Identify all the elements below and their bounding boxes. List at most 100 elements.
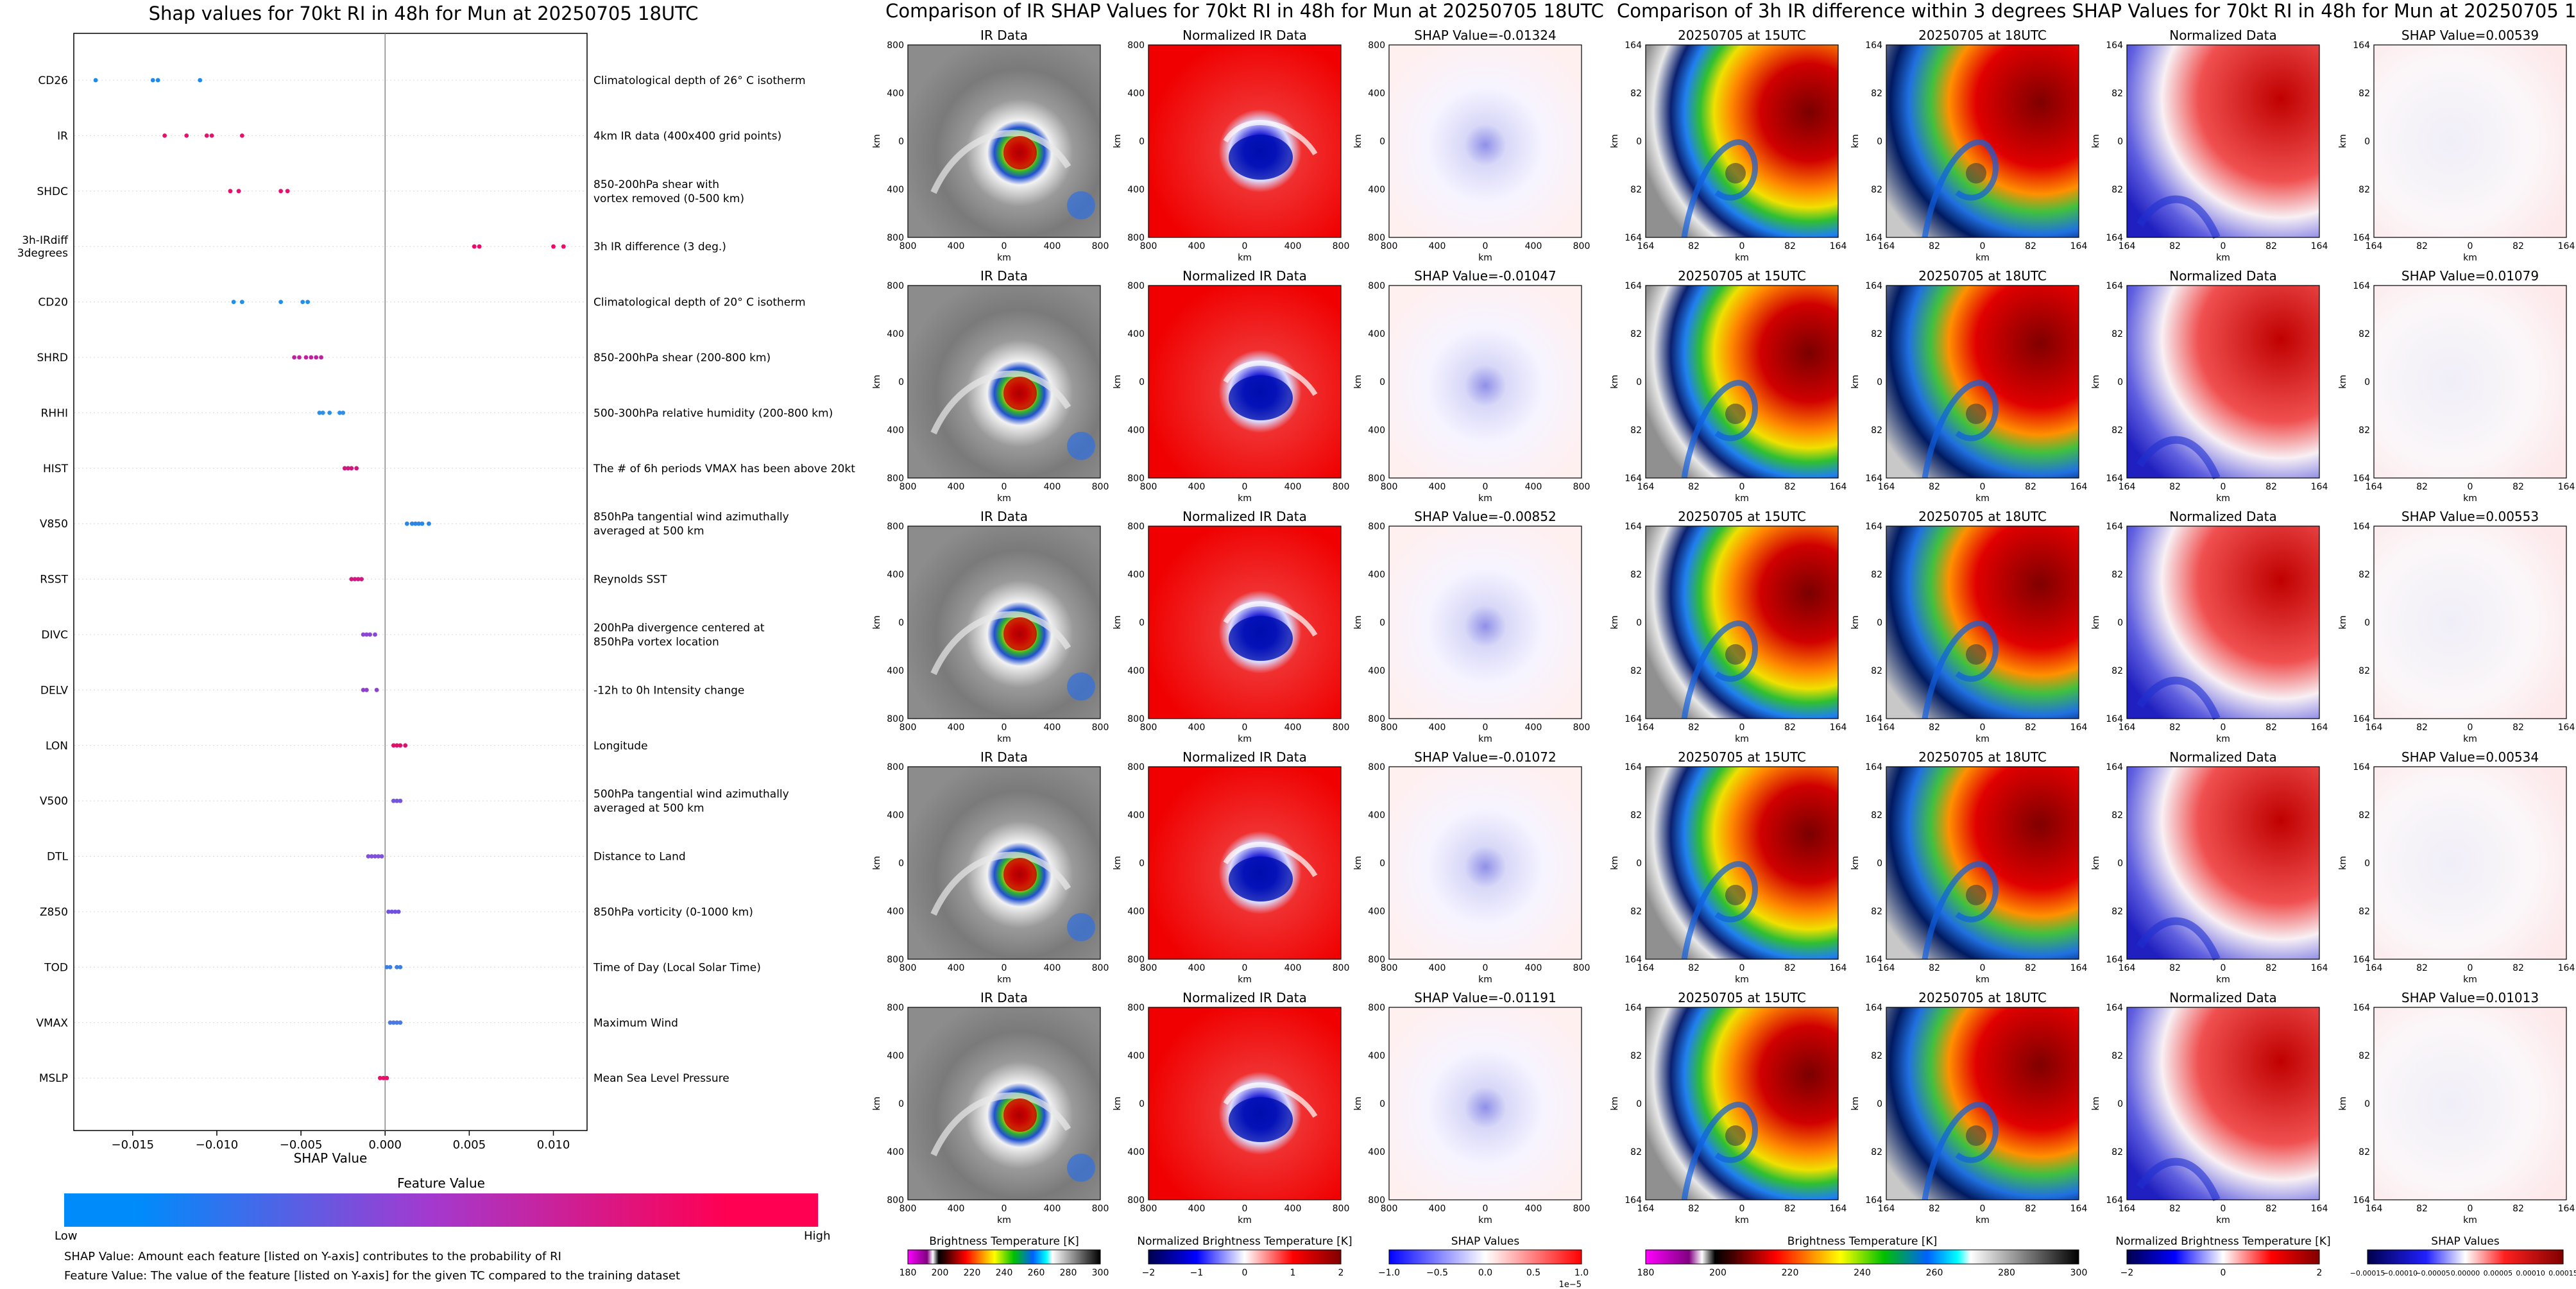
shap-point [364,632,369,637]
panel-title: SHAP Value=-0.01324 [1414,28,1556,43]
diff-shap-colorbar: SHAP Values−0.00015−0.00010−0.00005 0.000… [2350,1235,2576,1277]
y-tick-label: 400 [887,1051,904,1061]
x-tick-label: 82 [2512,722,2524,733]
normalized-diff-panel: Normalized Data1641648282008282164164kmk… [2091,509,2328,744]
y-tick-label: 164 [2353,281,2370,291]
y-tick-label: 400 [1368,810,1385,821]
shap-point [292,355,297,360]
y-tick-label: 82 [1871,1147,1882,1157]
y-tick-label: 164 [2106,522,2123,532]
x-tick-label: 0 [1242,1204,1248,1214]
panel-frame [1886,1007,2079,1200]
shap-point [373,632,377,637]
panel-image [2374,45,2566,237]
shap-point [395,1020,400,1025]
panel-frame [2373,1007,2567,1200]
colorbar-tick-label: 220 [1782,1268,1799,1278]
shap-point [93,78,98,83]
panel-frame [1645,1007,1839,1200]
y-tick-label: 0 [2117,377,2123,388]
cloud-band [1223,842,1318,878]
x-tick-label: 164 [2558,241,2575,252]
cloud-band [1223,120,1318,156]
x-tick-label: 400 [1429,963,1446,973]
y-tick-label: 164 [1625,281,1642,291]
x-tick-label: −0.005 [280,1138,323,1152]
y-tick-label: 82 [1630,1051,1642,1061]
x-tick-label: 0 [2221,722,2226,733]
panel-title: 20250705 at 15UTC [1678,990,1806,1005]
x-tick-label: 0 [2468,241,2473,252]
x-tick-label: 82 [1784,241,1796,252]
panel-title: SHAP Value=-0.00852 [1414,509,1556,524]
x-tick-label: 800 [1573,241,1591,252]
y-axis-label: km [872,615,882,629]
x-tick-label: 82 [2169,241,2181,252]
x-tick-label: 164 [1637,963,1655,973]
shap-point [427,521,431,526]
y-axis-label: km [2338,134,2348,148]
feature-value-explanation-note: Feature Value: The value of the feature … [64,1269,681,1283]
convection-cell [1067,913,1095,941]
y-tick-label: 0 [1877,858,1882,869]
feature-description: 850-200hPa shear (200-800 km) [593,352,771,364]
y-tick-label: 0 [2364,618,2370,628]
panel-image [1389,45,1582,237]
y-tick-label: 800 [887,1003,904,1013]
y-tick-label: 0 [1636,137,1642,147]
panel-frame [907,766,1101,960]
y-tick-label: 164 [2106,281,2123,291]
normalized-ir-panel: Normalized IR Data8008004004000040040080… [1113,990,1349,1225]
colorbar-tick-label: 1 [1290,1268,1296,1278]
y-tick-label: 800 [1368,233,1385,243]
y-tick-label: 164 [2353,1195,2370,1206]
y-tick-label: 82 [2111,1051,2123,1061]
shap-point [327,411,332,415]
x-axis-label: km [1238,1215,1252,1225]
y-tick-label: 400 [1368,1147,1385,1157]
x-tick-label: 0 [1483,241,1488,252]
y-tick-label: 164 [1625,762,1642,773]
y-tick-label: 164 [2106,955,2123,965]
colorbar-gradient [2367,1249,2564,1265]
y-tick-label: 82 [1871,810,1882,821]
x-tick-label: 164 [2311,241,2328,252]
y-axis-label: km [1353,856,1363,870]
x-tick-label: 400 [948,1204,965,1214]
panel-frame [1645,525,1839,719]
x-tick-label: 82 [1784,482,1796,492]
feature-label: HIST [43,463,69,475]
x-tick-label: 0 [1980,241,1986,252]
y-axis-label: km [2091,134,2101,148]
panel-frame [1388,525,1582,719]
shap-chart-title: Shap values for 70kt RI in 48h for Mun a… [148,3,699,24]
convection-cell [1067,1154,1095,1182]
x-tick-label: 400 [1429,722,1446,733]
feature-description: averaged at 500 km [593,802,704,815]
x-tick-label: 400 [1284,722,1302,733]
x-tick-label: 164 [2119,1204,2136,1214]
panel-title: Normalized Data [2169,990,2277,1005]
x-tick-label: 800 [1333,963,1350,973]
shap-point [314,355,319,360]
x-axis-label: km [1975,1215,1990,1225]
x-tick-label: 164 [1830,963,1847,973]
shap-point [300,300,305,304]
shap-point [355,577,361,581]
y-tick-label: 800 [1127,233,1145,243]
x-tick-label: 164 [2558,963,2575,973]
y-tick-label: 800 [1368,955,1385,965]
x-tick-label: 400 [1525,482,1542,492]
ir-15utc-panel: 20250705 at 15UTC1641648282008282164164k… [1610,990,1847,1225]
colorbar-tick-label: −0.00005 [2415,1269,2450,1277]
feature-description: 200hPa divergence centered at [593,622,765,635]
x-tick-label: 400 [1188,722,1206,733]
shap-point [319,355,323,360]
x-tick-label: 82 [2025,1204,2036,1214]
feature-description: Reynolds SST [593,574,667,586]
feature-description: 500hPa tangential wind azimuthally [593,788,789,801]
x-tick-label: 0 [2468,722,2473,733]
colorbar-tick-label: 0.0 [1478,1268,1492,1278]
ir-15utc-panel: 20250705 at 15UTC1641648282008282164164k… [1610,28,1847,263]
storm-eye [1966,644,1986,665]
